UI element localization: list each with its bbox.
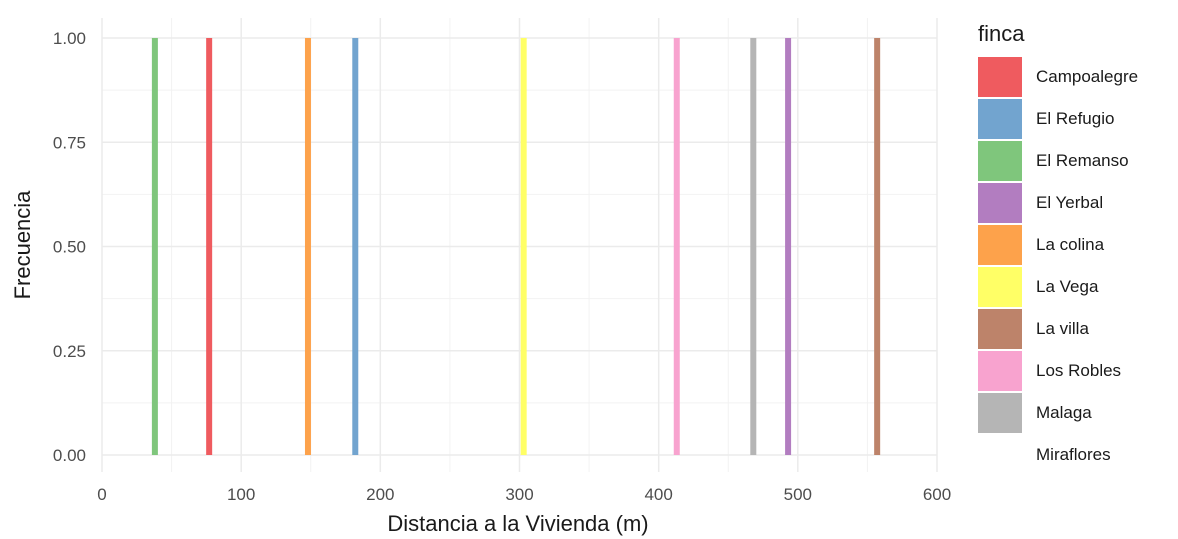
legend-color-key	[978, 183, 1022, 223]
legend-items: Campoalegre El Refugio El Remanso El Yerbal…	[978, 56, 1173, 476]
x-tick-label: 200	[366, 485, 394, 504]
x-tick-label: 0	[97, 485, 106, 504]
bar-el-refugio	[352, 38, 359, 455]
bar-malaga	[750, 38, 757, 455]
y-tick-label: 0.00	[53, 446, 86, 465]
x-tick-label: 500	[784, 485, 812, 504]
legend-label: El Refugio	[1036, 109, 1115, 128]
legend-label: Los Robles	[1036, 361, 1122, 380]
x-axis-title: Distancia a la Vivienda (m)	[387, 511, 648, 536]
bar-la-colina	[304, 38, 311, 455]
legend-color-key	[978, 351, 1022, 391]
bars-layer	[151, 38, 881, 455]
y-tick-label: 0.25	[53, 342, 86, 361]
legend-item: La villa	[978, 308, 1173, 350]
legend-item: El Remanso	[978, 140, 1173, 182]
bar-la-vega	[520, 38, 527, 455]
legend-item: Los Robles	[978, 350, 1173, 392]
legend-label: El Yerbal	[1036, 193, 1104, 212]
legend-item: Malaga	[978, 392, 1173, 434]
x-tick-label: 600	[923, 485, 951, 504]
legend-item: Miraflores	[978, 434, 1173, 476]
major-gridlines	[101, 18, 938, 472]
x-tick-label: 300	[505, 485, 533, 504]
legend-color-key	[978, 57, 1022, 97]
legend-label: Campoalegre	[1036, 67, 1139, 86]
y-tick-label: 0.75	[53, 133, 86, 152]
legend-item: El Refugio	[978, 98, 1173, 140]
legend-label: El Remanso	[1036, 151, 1129, 170]
bar-los-robles	[673, 38, 680, 455]
legend-label: Miraflores	[1036, 445, 1111, 464]
chart-area: 0 100 200 300 400 500 600 0.00 0.25 0.50 0.75 1.00…	[10, 18, 951, 536]
y-tick-labels: 0.00 0.25 0.50 0.75 1.00	[53, 29, 86, 465]
bar-el-remanso	[151, 38, 158, 455]
legend-label: La colina	[1036, 235, 1105, 254]
legend-label: Malaga	[1036, 403, 1092, 422]
legend: finca Campoalegre El Refugio El Remanso El …	[978, 18, 1173, 476]
x-tick-label: 100	[227, 485, 255, 504]
bar-campoalegre	[206, 38, 213, 455]
x-tick-label: 400	[644, 485, 672, 504]
legend-item: La colina	[978, 224, 1173, 266]
legend-item: La Vega	[978, 266, 1173, 308]
legend-color-key	[978, 435, 1022, 475]
legend-color-key	[978, 225, 1022, 265]
legend-color-key	[978, 267, 1022, 307]
legend-item: El Yerbal	[978, 182, 1173, 224]
bar-el-yerbal	[785, 38, 792, 455]
legend-color-key	[978, 393, 1022, 433]
x-tick-labels: 0 100 200 300 400 500 600	[97, 485, 951, 504]
legend-title: finca	[978, 21, 1025, 46]
y-tick-label: 1.00	[53, 29, 86, 48]
y-axis-title: Frecuencia	[10, 190, 35, 300]
legend-label: La Vega	[1036, 277, 1099, 296]
legend-item: Campoalegre	[978, 56, 1173, 98]
legend-color-key	[978, 99, 1022, 139]
legend-color-key	[978, 309, 1022, 349]
legend-label: La villa	[1036, 319, 1089, 338]
legend-color-key	[978, 141, 1022, 181]
bar-la-villa	[874, 38, 881, 455]
y-tick-label: 0.50	[53, 238, 86, 257]
